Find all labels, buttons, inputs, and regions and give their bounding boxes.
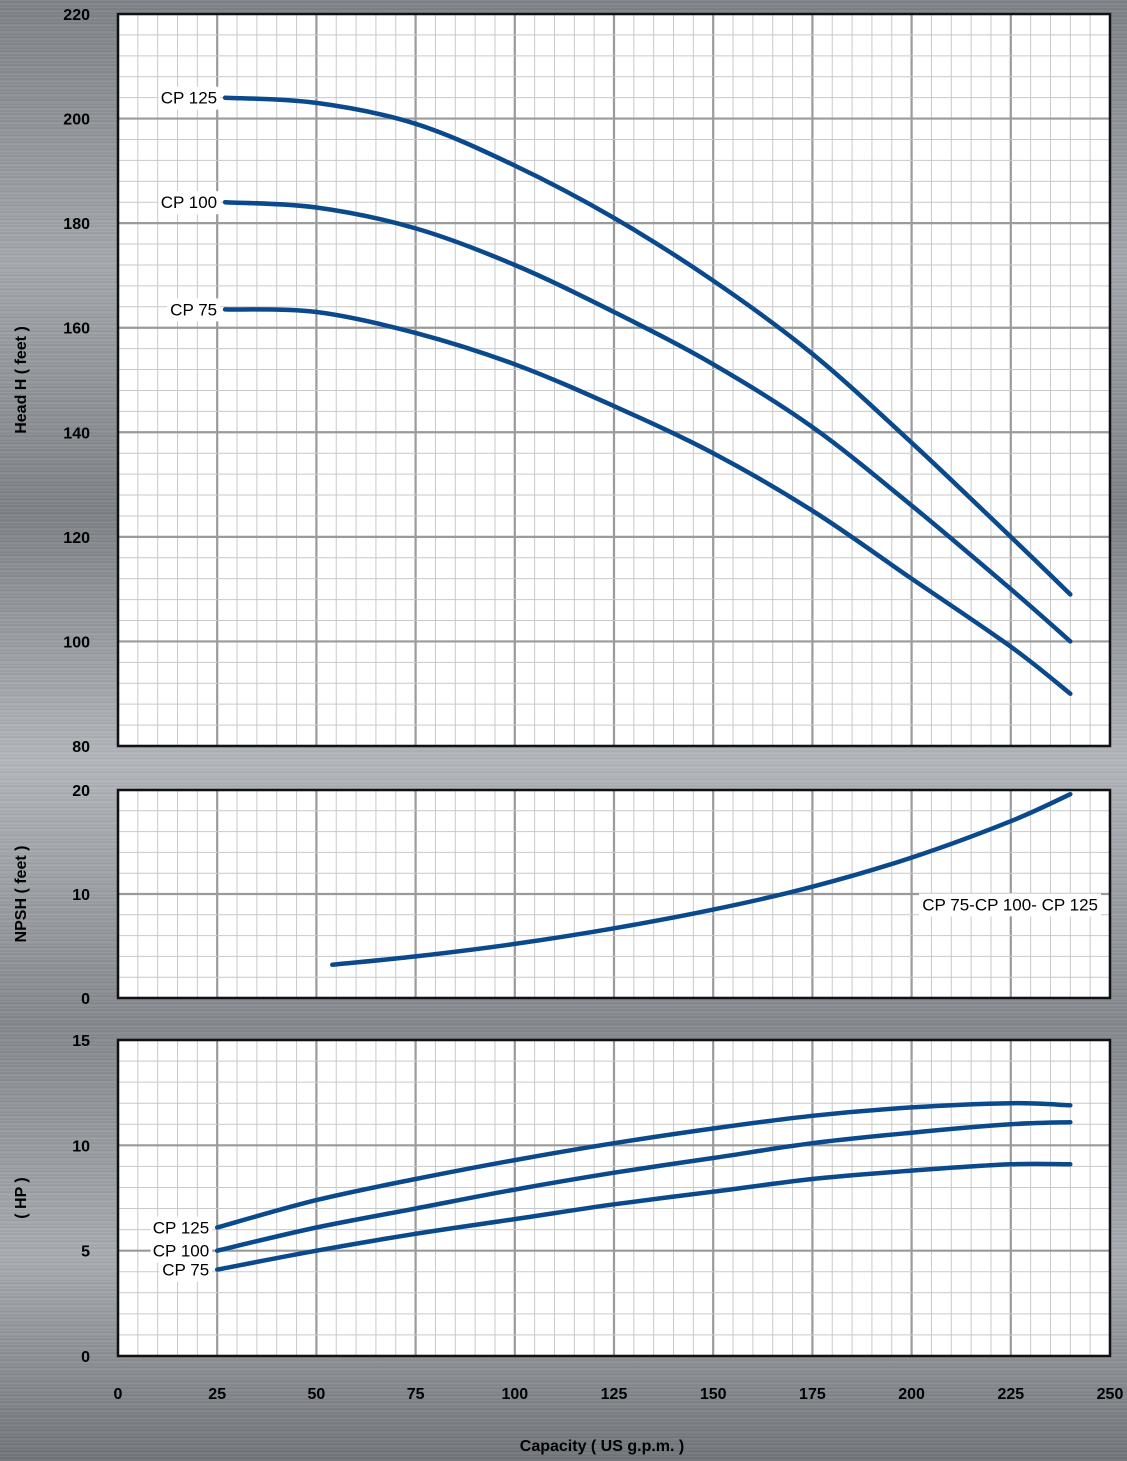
y-axis-title-npsh: NPSH ( feet ) (13, 846, 30, 943)
series-label-background (158, 86, 221, 110)
y-tick-label: 5 (81, 1244, 90, 1261)
y-tick-label: 120 (63, 530, 90, 547)
x-tick-label: 50 (308, 1386, 326, 1403)
y-tick-label: 220 (63, 7, 90, 24)
panel-head: CP 125 CP 100 CP 75 80 100 120 140 160 180 200 220… (13, 7, 1112, 756)
x-tick-label: 75 (407, 1386, 425, 1403)
y-tick-label: 20 (72, 783, 90, 800)
x-tick-label: 25 (208, 1386, 226, 1403)
y-axis-title-power: ( HP ) (13, 1177, 30, 1218)
x-axis-title: Capacity ( US g.p.m. ) (520, 1438, 684, 1455)
series-label-background (158, 191, 221, 215)
y-tick-label: 10 (72, 887, 90, 904)
gridlines-power (116, 1038, 1112, 1358)
plot-frame-power (116, 1038, 1112, 1358)
x-tick-label: 200 (898, 1386, 925, 1403)
x-tick-label: 125 (601, 1386, 628, 1403)
series-label: CP 75 (170, 300, 217, 319)
y-tick-label: 15 (72, 1033, 90, 1050)
series-line-cp-75-cp-100-cp-125 (330, 791, 1073, 967)
series-label: CP 125 (161, 89, 217, 108)
y-tick-label: 80 (72, 739, 90, 756)
series-label-background (919, 893, 1101, 917)
y-tick-label: 100 (63, 634, 90, 651)
plot-frame-head (116, 12, 1112, 748)
y-tick-label: 0 (81, 991, 90, 1008)
plot-frame-npsh (116, 788, 1112, 1000)
gridlines-head (116, 12, 1112, 748)
y-axis-title-head: Head H ( feet ) (13, 326, 30, 434)
y-tick-label: 180 (63, 216, 90, 233)
series-label-background (150, 1239, 213, 1263)
y-tick-label: 10 (72, 1138, 90, 1155)
y-tick-label: 140 (63, 425, 90, 442)
x-tick-label: 175 (799, 1386, 826, 1403)
series-line-cp-100 (214, 1119, 1073, 1253)
x-tick-label: 100 (501, 1386, 528, 1403)
series-line-cp-75 (214, 1161, 1073, 1272)
series-label: CP 100 (153, 1242, 209, 1261)
series-line-cp-125 (222, 95, 1073, 597)
y-tick-label: 160 (63, 321, 90, 338)
x-tick-label: 250 (1097, 1386, 1124, 1403)
y-tick-label: 0 (81, 1349, 90, 1366)
series-label: CP 75-CP 100- CP 125 (922, 895, 1098, 914)
series-label: CP 100 (161, 193, 217, 212)
series-label: CP 125 (153, 1218, 209, 1237)
series-label-background (159, 1258, 213, 1282)
y-tick-label: 200 (63, 112, 90, 129)
series-label-background (167, 298, 221, 322)
x-tick-label: 225 (997, 1386, 1024, 1403)
series-label-background (150, 1216, 213, 1240)
x-tick-label: 0 (114, 1386, 123, 1403)
series-label: CP 75 (162, 1261, 209, 1280)
series-line-cp-75 (222, 307, 1073, 696)
panel-npsh: CP 75-CP 100- CP 125 0 10 20 NPSH ( feet ) (13, 783, 1112, 1008)
series-line-cp-100 (222, 199, 1073, 644)
series-line-cp-125 (214, 1100, 1073, 1230)
x-tick-label: 150 (700, 1386, 727, 1403)
